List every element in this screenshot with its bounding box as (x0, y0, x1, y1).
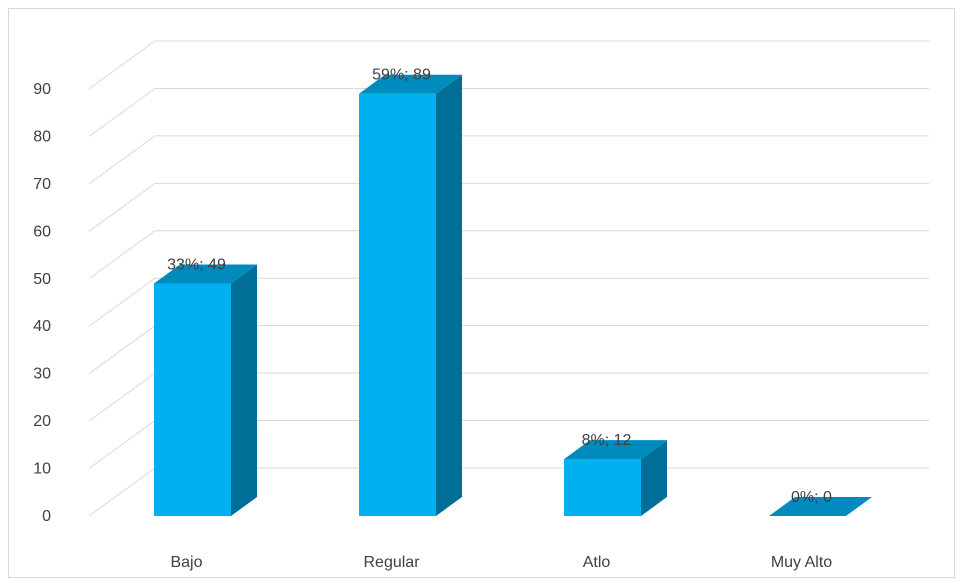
x-tick-label: Bajo (170, 554, 202, 571)
y-tick-label: 70 (33, 176, 51, 193)
y-tick-label: 30 (33, 366, 51, 383)
x-tick-label: Muy Alto (771, 554, 832, 571)
gridline (88, 277, 929, 327)
data-label: 8%; 12 (582, 432, 632, 449)
bar-top (769, 497, 872, 516)
gridline (88, 230, 929, 280)
y-tick-label: 80 (33, 128, 51, 145)
bar-bajo (154, 264, 257, 516)
gridline (88, 182, 929, 232)
data-label: 59%; 89 (372, 67, 431, 84)
bar-chart: 0 10 20 30 40 50 60 70 80 90 33%; 49 59%; 89 8%; 12… (33, 40, 929, 571)
data-label: 0%; 0 (791, 489, 832, 506)
y-tick-label: 60 (33, 223, 51, 240)
bar-regular (359, 74, 462, 516)
bar-side (436, 74, 462, 516)
y-tick-label: 90 (33, 81, 51, 98)
bar-top (564, 440, 667, 460)
bar-top (154, 264, 257, 284)
bar-front (359, 93, 436, 516)
y-tick-label: 20 (33, 413, 51, 430)
y-tick-label: 50 (33, 271, 51, 288)
bar-side (641, 440, 667, 516)
bar-top (359, 74, 462, 94)
bar-front (564, 459, 641, 516)
x-tick-label: Atlo (583, 554, 611, 571)
gridline (88, 40, 929, 90)
y-tick-label: 10 (33, 461, 51, 478)
y-axis-ticks: 0 10 20 30 40 50 60 70 80 90 (33, 81, 51, 525)
y-tick-label: 0 (42, 508, 51, 525)
bars (154, 74, 872, 516)
gridlines (88, 40, 929, 517)
data-labels: 33%; 49 59%; 89 8%; 12 0%; 0 (167, 67, 832, 506)
bar-muy-alto (769, 497, 872, 516)
gridline (88, 135, 929, 185)
bar-front (154, 283, 231, 516)
data-label: 33%; 49 (167, 257, 226, 274)
chart-frame: 0 10 20 30 40 50 60 70 80 90 33%; 49 59%; 89 8%; 12… (8, 8, 955, 578)
bar-atlo (564, 440, 667, 516)
x-tick-label: Regular (363, 554, 420, 571)
y-tick-label: 40 (33, 318, 51, 335)
bar-side (231, 264, 257, 516)
x-axis-ticks: Bajo Regular Atlo Muy Alto (170, 554, 832, 571)
gridline (88, 87, 929, 137)
